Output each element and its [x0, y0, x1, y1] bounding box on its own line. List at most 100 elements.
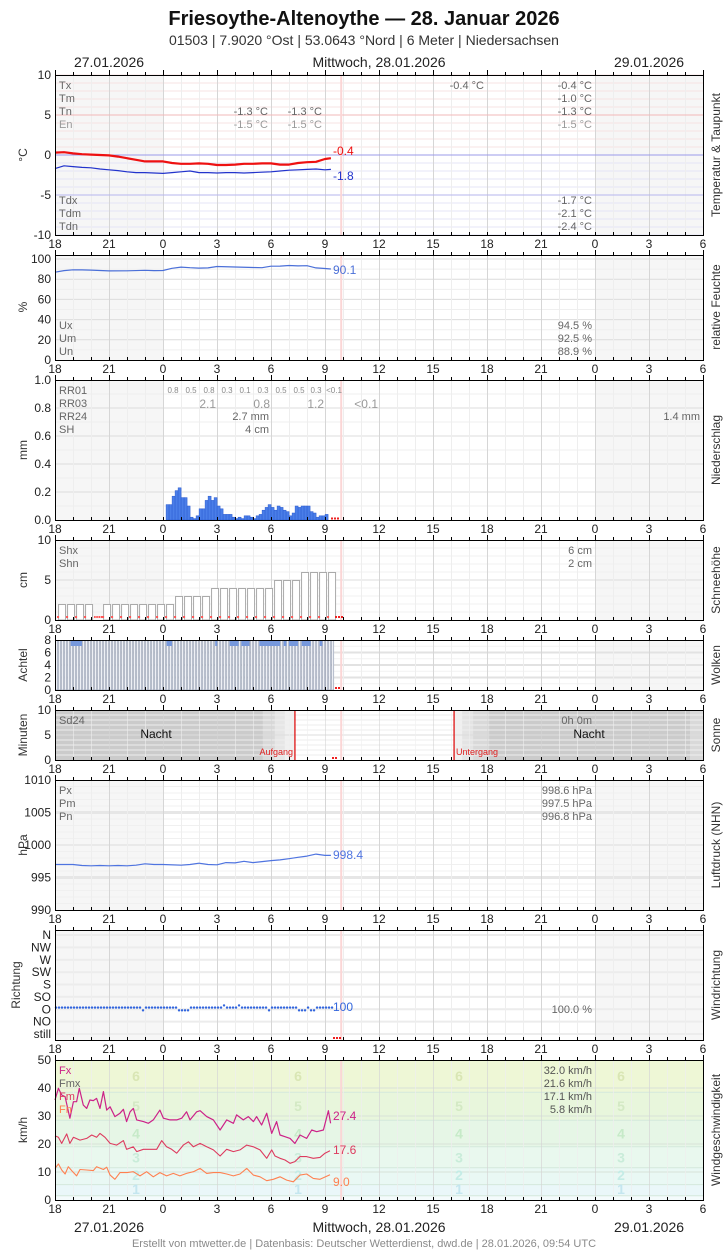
precip-bar [294, 505, 299, 521]
panel-title-wind-direction: Windrichtung [709, 950, 723, 1020]
wind-direction-dot [267, 1009, 271, 1012]
plot-frame [55, 640, 704, 691]
snow-dot [237, 616, 240, 618]
precip-bar [213, 497, 218, 521]
cloud-bar [76, 640, 80, 691]
x-tick-label: 6 [268, 912, 275, 926]
wind-direction-dot [132, 1006, 136, 1009]
x-tick-label: 15 [426, 237, 440, 251]
summary-tx: -0.4 °C [558, 80, 592, 92]
y-tick-label: 60 [38, 292, 52, 306]
precip-bar [261, 509, 266, 521]
snow-bar [265, 588, 274, 621]
y-tick-label: -5 [40, 188, 51, 202]
legend-ux: Ux [59, 320, 73, 332]
y-tick-label: 0.2 [34, 485, 51, 499]
cloud-bar [268, 640, 272, 691]
x-tick-label: 18 [480, 692, 494, 706]
x-tick-label: 3 [214, 1042, 221, 1056]
unit-label-precipitation: mm [16, 440, 30, 460]
wind-direction-dot [102, 1006, 106, 1009]
beaufort-label: 5 [132, 1098, 140, 1114]
x-tick-label: 12 [372, 237, 386, 251]
y-tick-label: 1000 [24, 838, 51, 852]
cloud-bar [220, 640, 224, 691]
beaufort-label: 6 [617, 1068, 625, 1084]
x-tick-label: 0 [592, 522, 599, 536]
now-line [340, 930, 343, 1040]
wind-direction-dot [150, 1006, 154, 1009]
precip-bar [297, 507, 302, 521]
cloud-bar [100, 640, 104, 691]
wind-direction-dot [282, 1006, 286, 1009]
precip-bar [249, 516, 254, 521]
footer-date-right: 29.01.2026 [614, 1219, 684, 1235]
cloud-bar [151, 640, 155, 691]
y-tick-label: 0.8 [34, 401, 51, 415]
x-tick-label: 0 [160, 622, 167, 636]
y-tick-label: 5 [44, 728, 51, 742]
cloud-bar [331, 640, 335, 691]
cloud-bar [253, 640, 257, 691]
y-tick-label: 100 [31, 252, 51, 266]
cloud-bar [292, 640, 296, 691]
precip-bar [171, 495, 176, 521]
plot-frame [55, 540, 704, 621]
cloud-bar [226, 640, 230, 691]
x-tick-label: 3 [214, 237, 221, 251]
legend-fm: Fm [59, 1091, 75, 1103]
rr03-value: <0.1 [354, 397, 378, 411]
snow-bar [292, 580, 301, 621]
x-tick-label: 12 [372, 362, 386, 376]
precip-bar [300, 505, 305, 521]
precip-bar [231, 516, 236, 521]
y-tick-label: 80 [38, 272, 52, 286]
x-tick-label: 18 [48, 237, 62, 251]
x-tick-label: 18 [48, 692, 62, 706]
wind-speed-legend: Fx Fmx Fm Fn 32.0 km/h 21.6 km/h 17.1 km… [59, 1065, 592, 1189]
cloud-bar [190, 640, 194, 691]
wind-direction-dot [300, 1009, 304, 1012]
wind-direction-dot [252, 1006, 256, 1009]
beaufort-label: 2 [132, 1167, 140, 1183]
x-tick-label: 6 [268, 522, 275, 536]
legend-rr03: RR03 [59, 398, 87, 410]
precip-bar [243, 515, 248, 521]
now-line [340, 710, 343, 760]
wind-direction-dot [294, 1006, 298, 1009]
cloud-bar [196, 640, 200, 691]
precip-bar [237, 516, 242, 521]
panel-titles: Temperatur & Taupunkt relative Feuchte N… [9, 92, 723, 1186]
snow-dot [228, 616, 231, 618]
wind-direction-dot [261, 1006, 265, 1009]
x-tick-label: 21 [534, 362, 548, 376]
panel-title-temperature: Temperatur & Taupunkt [709, 92, 723, 217]
cloud-bar [64, 640, 68, 691]
series-line-luftdruck [55, 853, 331, 867]
cloud-bar [328, 640, 332, 691]
wind-direction-dot [285, 1006, 289, 1009]
rr01-value: 0.1 [239, 386, 251, 395]
summary-tm: -1.0 °C [558, 93, 592, 105]
x-tick-label: 15 [426, 1202, 440, 1216]
wind-direction-dot [270, 1006, 274, 1009]
y-tick-label: 10 [38, 533, 52, 547]
series-line-temperatur [54, 151, 332, 167]
wind-direction-dot [249, 1006, 253, 1009]
x-tick-label: 21 [534, 1202, 548, 1216]
x-tick-label: 18 [480, 912, 494, 926]
beaufort-label: 4 [617, 1126, 625, 1142]
beaufort-label: 5 [294, 1098, 302, 1114]
x-tick-label: 6 [700, 622, 707, 636]
cloud-bar [61, 640, 65, 691]
x-tick-label: 3 [646, 622, 653, 636]
x-tick-label: 18 [48, 1202, 62, 1216]
snow-bar [148, 604, 157, 621]
precip-bar [180, 497, 185, 521]
plot-frame [55, 930, 704, 1041]
y-tick-label: 30 [38, 1109, 52, 1123]
x-tick-label: 21 [102, 1042, 116, 1056]
x-tick-label: 18 [48, 362, 62, 376]
cloud-bar [316, 640, 320, 691]
wind-direction-dot [288, 1006, 292, 1009]
